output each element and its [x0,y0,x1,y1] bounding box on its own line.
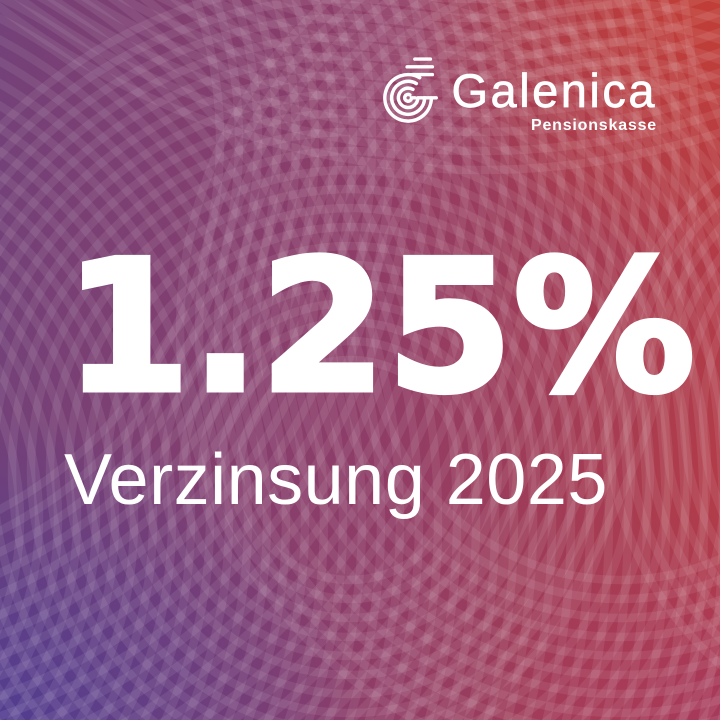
percent-sign: % [511,221,698,433]
galenica-logo: Galenica Pensionskasse [380,55,658,135]
rate-headline: 1.25 % [61,221,697,433]
subline-label: Verzinsung 2025 [64,440,608,520]
rate-value: 1.25 [61,221,515,433]
logo-text: Galenica Pensionskasse [451,64,658,135]
galenica-g-spiral-icon [382,57,438,123]
brand-subtitle: Pensionskasse [530,117,657,134]
brand-name: Galenica [451,64,657,117]
